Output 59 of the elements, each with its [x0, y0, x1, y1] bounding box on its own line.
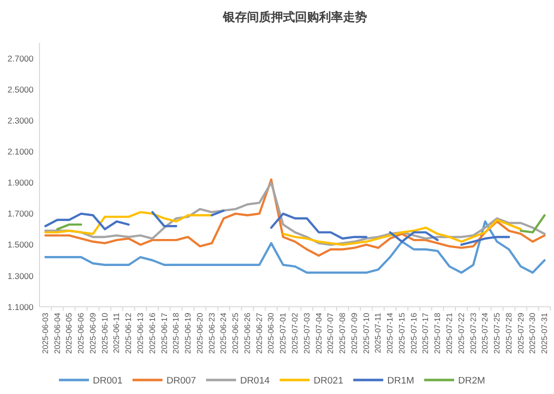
x-tick-label: 2025-06-16	[148, 312, 157, 354]
x-tick-label: 2025-07-31	[540, 312, 550, 354]
x-tick-label: 2025-07-17	[421, 312, 430, 354]
x-tick-label: 2025-07-03	[302, 312, 312, 354]
x-tick-label: 2025-06-25	[231, 312, 240, 354]
legend-label: DR001	[92, 376, 122, 386]
x-tick-label: 2025-07-01	[278, 312, 288, 354]
y-tick-label: 2.5000	[8, 84, 34, 95]
x-tick-label: 2025-07-24	[480, 312, 490, 354]
x-tick-label: 2025-07-18	[433, 312, 442, 354]
y-tick-label: 2.1000	[8, 146, 34, 157]
legend-label: DR2M	[458, 376, 486, 386]
x-tick-label: 2025-07-30	[528, 312, 538, 354]
x-tick-label: 2025-06-30	[266, 312, 276, 354]
x-tick-label: 2025-07-16	[409, 312, 418, 354]
legend-label: DR007	[166, 376, 196, 386]
x-tick-label: 2025-06-19	[184, 312, 193, 354]
x-tick-label: 2025-07-02	[290, 312, 300, 354]
x-tick-label: 2025-06-06	[76, 312, 86, 354]
x-tick-label: 2025-07-07	[326, 312, 336, 354]
x-tick-label: 2025-06-10	[100, 312, 110, 354]
x-tick-label: 2025-06-12	[124, 312, 134, 354]
x-tick-label: 2025-06-24	[219, 312, 228, 354]
x-tick-label: 2025-06-23	[207, 312, 216, 354]
x-tick-label: 2025-07-22	[456, 312, 466, 354]
x-tick-label: 2025-07-04	[314, 312, 324, 354]
x-tick-label: 2025-07-28	[504, 312, 514, 354]
y-tick-label: 1.5000	[8, 240, 34, 250]
y-tick-label: 1.1000	[8, 302, 34, 312]
x-tick-label: 2025-07-29	[516, 312, 526, 354]
x-tick-label: 2025-06-11	[112, 312, 122, 354]
x-tick-label: 2025-06-04	[52, 312, 62, 354]
legend-label: DR014	[240, 376, 270, 386]
x-tick-label: 2025-07-23	[468, 312, 478, 354]
x-tick-label: 2025-06-05	[64, 312, 74, 354]
x-tick-label: 2025-07-08	[338, 312, 348, 354]
x-tick-label: 2025-07-10	[362, 312, 371, 354]
legend-label: DR1M	[387, 376, 414, 386]
x-tick-label: 2025-07-25	[492, 312, 502, 354]
y-tick-label: 1.7000	[8, 208, 34, 219]
x-tick-label: 2025-07-09	[350, 312, 359, 354]
x-tick-label: 2025-06-09	[88, 312, 98, 354]
x-tick-label: 2025-06-13	[136, 312, 146, 354]
x-tick-label: 2025-07-11	[374, 312, 383, 354]
y-tick-label: 2.3000	[8, 116, 34, 126]
x-tick-label: 2025-06-26	[242, 312, 252, 354]
x-tick-label: 2025-07-15	[397, 312, 406, 354]
chart-title: 银存间质押式回购利率走势	[222, 10, 367, 24]
x-tick-label: 2025-06-03	[40, 312, 50, 354]
y-tick-label: 1.3000	[8, 270, 34, 281]
legend-label: DR021	[314, 376, 344, 386]
x-tick-label: 2025-07-14	[386, 312, 395, 354]
x-tick-label: 2025-06-17	[160, 312, 169, 354]
y-tick-label: 2.7000	[8, 54, 34, 64]
x-tick-label: 2025-06-27	[254, 312, 264, 354]
x-tick-label: 2025-07-21	[444, 312, 454, 354]
y-tick-label: 1.9000	[8, 178, 34, 188]
x-tick-label: 2025-06-20	[195, 312, 204, 354]
x-tick-label: 2025-06-18	[172, 312, 181, 354]
